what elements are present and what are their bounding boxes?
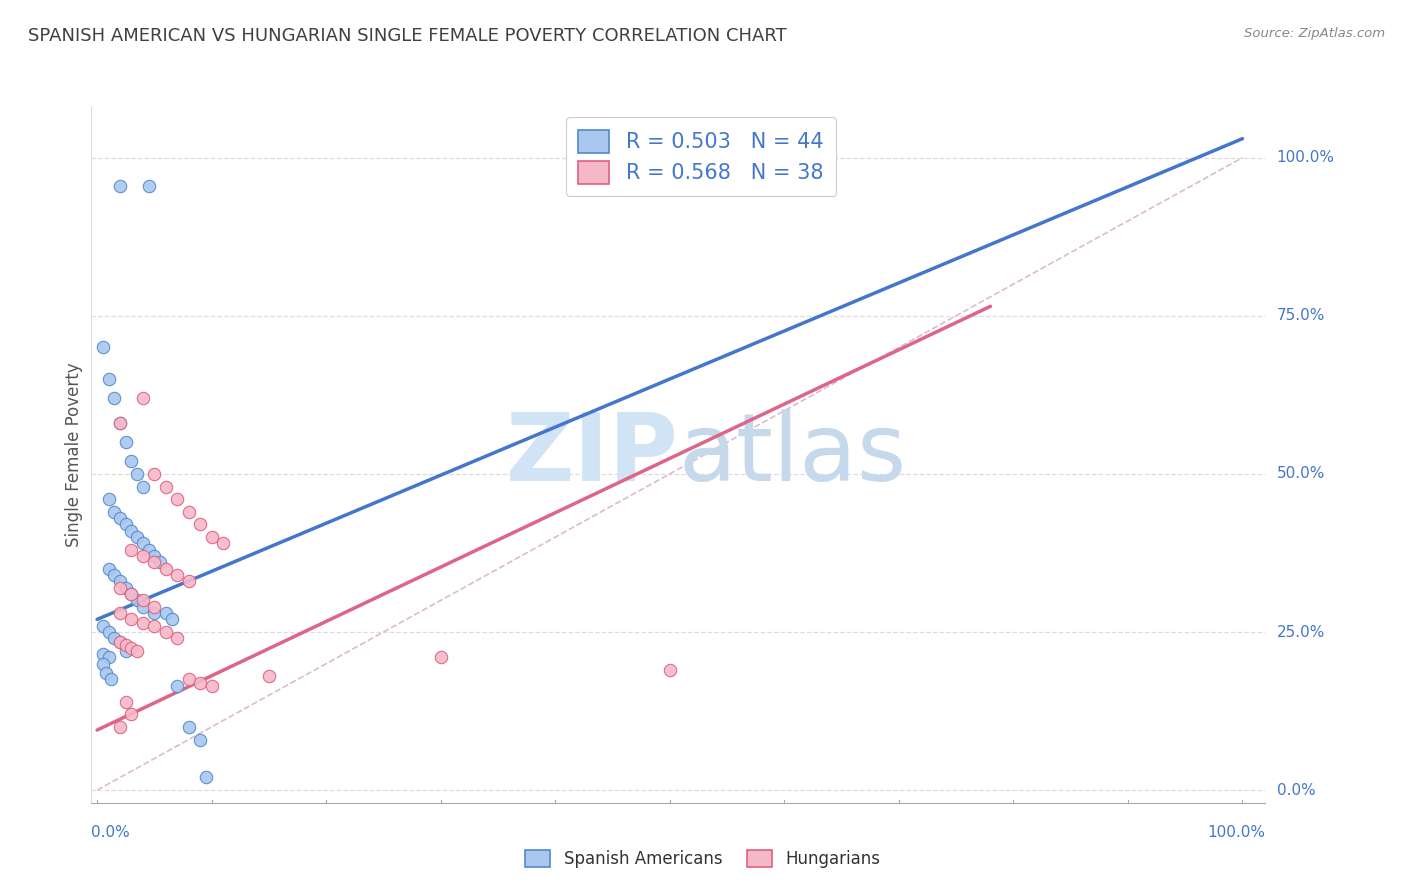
Point xyxy=(127,530,149,544)
Point xyxy=(121,524,143,538)
Point xyxy=(188,675,211,690)
Point xyxy=(127,644,149,658)
Point xyxy=(177,574,200,589)
Text: 0.0%: 0.0% xyxy=(91,825,131,840)
Y-axis label: Single Female Poverty: Single Female Poverty xyxy=(65,363,83,547)
Text: 75.0%: 75.0% xyxy=(1277,309,1324,323)
Point xyxy=(114,695,136,709)
Point xyxy=(121,707,143,722)
Point xyxy=(155,625,177,640)
Point xyxy=(132,599,155,614)
Text: 100.0%: 100.0% xyxy=(1208,825,1265,840)
Point xyxy=(166,492,188,507)
Point xyxy=(114,638,136,652)
Point xyxy=(155,562,177,576)
Point xyxy=(103,632,125,646)
Point xyxy=(121,454,143,468)
Point xyxy=(201,530,224,544)
Text: atlas: atlas xyxy=(678,409,907,501)
Point xyxy=(114,644,136,658)
Point xyxy=(114,581,136,595)
Point xyxy=(108,634,131,648)
Text: 50.0%: 50.0% xyxy=(1277,467,1324,482)
Point xyxy=(121,542,143,557)
Point xyxy=(103,505,125,519)
Point xyxy=(97,650,120,665)
Point xyxy=(108,417,131,431)
Point xyxy=(108,417,131,431)
Point xyxy=(108,720,131,734)
Point xyxy=(91,657,114,671)
Legend: R = 0.503   N = 44, R = 0.568   N = 38: R = 0.503 N = 44, R = 0.568 N = 38 xyxy=(565,118,837,196)
Point xyxy=(132,536,155,550)
Point xyxy=(155,606,177,620)
Point xyxy=(194,771,217,785)
Point xyxy=(143,467,166,481)
Point xyxy=(658,663,681,677)
Point xyxy=(166,632,188,646)
Point xyxy=(91,340,114,354)
Point xyxy=(177,505,200,519)
Point xyxy=(132,479,155,493)
Point xyxy=(212,536,235,550)
Point xyxy=(143,556,166,570)
Point xyxy=(143,549,166,563)
Point xyxy=(177,720,200,734)
Text: Source: ZipAtlas.com: Source: ZipAtlas.com xyxy=(1244,27,1385,40)
Point xyxy=(132,615,155,630)
Point xyxy=(108,511,131,525)
Point xyxy=(143,606,166,620)
Point xyxy=(257,669,280,683)
Point xyxy=(103,568,125,582)
Point xyxy=(429,650,451,665)
Point xyxy=(103,391,125,405)
Point xyxy=(127,467,149,481)
Text: ZIP: ZIP xyxy=(506,409,678,501)
Point xyxy=(149,556,172,570)
Point xyxy=(97,625,120,640)
Point xyxy=(121,587,143,601)
Point xyxy=(114,517,136,532)
Point xyxy=(114,435,136,450)
Point xyxy=(108,574,131,589)
Point xyxy=(108,634,131,648)
Point xyxy=(188,517,211,532)
Point xyxy=(132,593,155,607)
Point xyxy=(143,618,166,632)
Legend: Spanish Americans, Hungarians: Spanish Americans, Hungarians xyxy=(519,843,887,875)
Point xyxy=(91,647,114,661)
Point xyxy=(188,732,211,747)
Point xyxy=(160,612,183,626)
Point xyxy=(143,599,166,614)
Point xyxy=(91,618,114,632)
Point xyxy=(138,542,160,557)
Point xyxy=(132,391,155,405)
Point xyxy=(97,562,120,576)
Point xyxy=(100,673,122,687)
Point xyxy=(166,568,188,582)
Point xyxy=(201,679,224,693)
Text: 25.0%: 25.0% xyxy=(1277,624,1324,640)
Text: 100.0%: 100.0% xyxy=(1277,150,1334,165)
Point xyxy=(121,640,143,655)
Point xyxy=(155,479,177,493)
Point xyxy=(166,679,188,693)
Point xyxy=(96,666,118,681)
Point xyxy=(127,593,149,607)
Point xyxy=(97,492,120,507)
Text: SPANISH AMERICAN VS HUNGARIAN SINGLE FEMALE POVERTY CORRELATION CHART: SPANISH AMERICAN VS HUNGARIAN SINGLE FEM… xyxy=(28,27,787,45)
Point xyxy=(121,587,143,601)
Point xyxy=(108,606,131,620)
Text: 0.0%: 0.0% xyxy=(1277,782,1315,797)
Point xyxy=(121,612,143,626)
Point xyxy=(108,179,131,194)
Point xyxy=(132,549,155,563)
Point xyxy=(108,581,131,595)
Point xyxy=(177,673,200,687)
Point xyxy=(97,372,120,386)
Point xyxy=(138,179,160,194)
